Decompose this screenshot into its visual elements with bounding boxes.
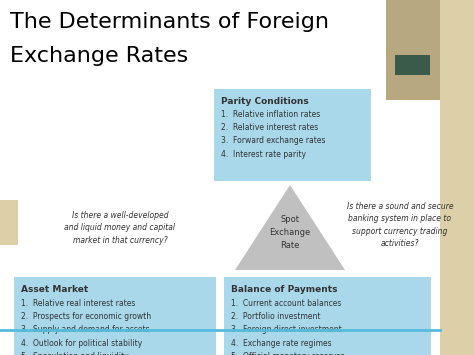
Text: Balance of Payments: Balance of Payments	[231, 285, 337, 294]
Polygon shape	[235, 185, 345, 270]
Text: Spot
Exchange
Rate: Spot Exchange Rate	[269, 215, 310, 250]
Text: 1.  Current account balances
2.  Portfolio investment
3.  Foreign direct investm: 1. Current account balances 2. Portfolio…	[231, 299, 345, 355]
FancyBboxPatch shape	[0, 200, 18, 245]
Text: Exchange Rates: Exchange Rates	[10, 46, 188, 66]
Text: Parity Conditions: Parity Conditions	[221, 97, 309, 106]
Text: 1.  Relative real interest rates
2.  Prospects for economic growth
3.  Supply an: 1. Relative real interest rates 2. Prosp…	[21, 299, 151, 355]
Text: Is there a well-developed
and liquid money and capital
market in that currency?: Is there a well-developed and liquid mon…	[64, 211, 175, 245]
Text: Asset Market: Asset Market	[21, 285, 88, 294]
Text: Is there a sound and secure
banking system in place to
support currency trading
: Is there a sound and secure banking syst…	[346, 202, 453, 248]
FancyBboxPatch shape	[224, 277, 431, 355]
FancyBboxPatch shape	[395, 55, 430, 75]
FancyBboxPatch shape	[386, 0, 440, 100]
FancyBboxPatch shape	[440, 0, 474, 355]
FancyBboxPatch shape	[14, 277, 216, 355]
FancyBboxPatch shape	[214, 89, 371, 181]
Text: The Determinants of Foreign: The Determinants of Foreign	[10, 12, 329, 32]
Text: 1.  Relative inflation rates
2.  Relative interest rates
3.  Forward exchange ra: 1. Relative inflation rates 2. Relative …	[221, 110, 326, 159]
